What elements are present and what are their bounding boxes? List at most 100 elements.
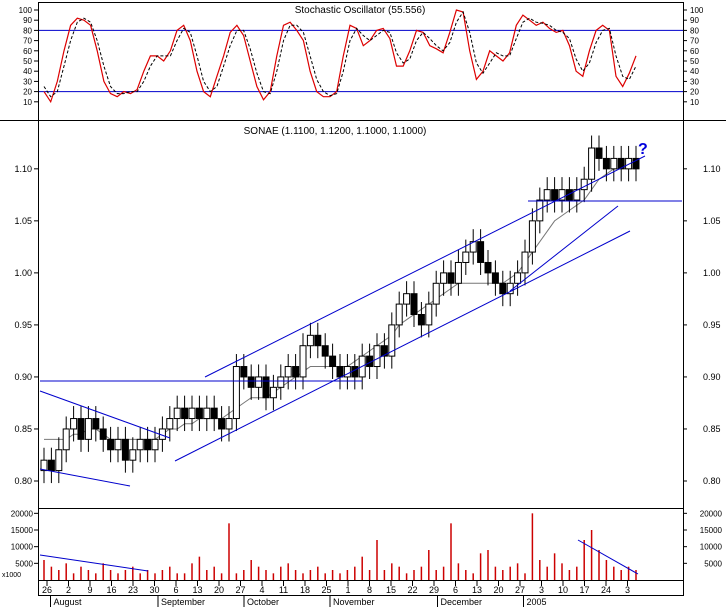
candle-body bbox=[99, 428, 107, 440]
price-ytick-right: 0.90 bbox=[703, 372, 721, 382]
candle-body bbox=[610, 157, 618, 170]
x-day-tick: 13 bbox=[192, 585, 202, 595]
channel-upper-line bbox=[204, 155, 646, 378]
stochastic-panel: Stochastic Oscillator (55.556) 100908070… bbox=[19, 5, 704, 107]
price-ytick-right: 1.05 bbox=[703, 216, 721, 226]
candle-body bbox=[92, 418, 100, 430]
candle-body bbox=[114, 438, 122, 451]
volume-ytick-left: 15000 bbox=[11, 526, 34, 535]
chart-frame bbox=[0, 2, 726, 596]
candle-body bbox=[632, 157, 640, 170]
candle-body bbox=[388, 324, 396, 357]
candle-body bbox=[40, 459, 48, 472]
candle-body bbox=[602, 157, 610, 170]
x-day-tick: 6 bbox=[453, 585, 458, 595]
price-ytick-right: 1.10 bbox=[703, 164, 721, 174]
candle-body bbox=[343, 366, 351, 378]
volume-unit-label: x1000 bbox=[2, 572, 21, 579]
x-day-tick: 20 bbox=[214, 585, 224, 595]
stoch-k-line bbox=[43, 9, 637, 104]
volume-ytick-left: 10000 bbox=[11, 543, 34, 552]
candle-body bbox=[210, 407, 218, 420]
x-month-label: 2005 bbox=[527, 597, 547, 607]
candle-body bbox=[373, 345, 381, 368]
x-month-label: October bbox=[247, 597, 279, 607]
volume-ytick-right: 5000 bbox=[704, 559, 722, 568]
candle-body bbox=[514, 272, 522, 284]
stoch-ytick-right: 100 bbox=[690, 6, 704, 15]
candle-body bbox=[129, 449, 137, 461]
candle-body bbox=[77, 418, 85, 440]
candle-body bbox=[595, 147, 603, 159]
x-day-tick: 23 bbox=[128, 585, 138, 595]
candle-body bbox=[336, 366, 344, 378]
candle-body bbox=[240, 366, 248, 378]
x-axis: 26 2 9 16 23 30 6 13 20 27 4 11 18 25 1 8 15 22 29 6 13 20 27 3… bbox=[42, 581, 630, 607]
candle-body bbox=[432, 282, 440, 305]
x-month-label: November bbox=[333, 597, 375, 607]
candle-body bbox=[395, 303, 403, 326]
candle-body bbox=[299, 345, 307, 378]
price-ytick-left: 0.95 bbox=[14, 320, 32, 330]
volume-ytick-right: 10000 bbox=[700, 543, 723, 552]
x-day-tick: 2 bbox=[66, 585, 71, 595]
candle-body bbox=[47, 459, 55, 472]
candle-body bbox=[136, 438, 144, 451]
x-day-tick: 10 bbox=[558, 585, 568, 595]
question-mark-annotation: ? bbox=[638, 141, 648, 158]
candle-body bbox=[528, 220, 536, 253]
candle-body bbox=[410, 293, 418, 315]
stoch-ytick-right: 50 bbox=[690, 57, 699, 66]
volume-ytick-left: 20000 bbox=[11, 509, 34, 518]
x-day-tick: 20 bbox=[493, 585, 503, 595]
x-day-tick: 17 bbox=[579, 585, 589, 595]
price-title: SONAE (1.1100, 1.1200, 1.1000, 1.1000) bbox=[244, 126, 427, 137]
x-day-tick: 24 bbox=[601, 585, 611, 595]
stoch-ytick-right: 70 bbox=[690, 37, 699, 46]
stoch-ytick-left: 20 bbox=[23, 88, 32, 97]
candle-body bbox=[403, 293, 411, 305]
x-month-label: December bbox=[441, 597, 483, 607]
candle-body bbox=[62, 428, 70, 451]
price-panel: SONAE (1.1100, 1.1200, 1.1000, 1.1000) 1… bbox=[14, 126, 721, 487]
candle-body bbox=[491, 272, 499, 284]
candle-body bbox=[580, 178, 588, 191]
candle-body bbox=[166, 418, 174, 430]
price-ytick-left: 0.80 bbox=[14, 476, 32, 486]
stoch-ytick-left: 80 bbox=[23, 26, 32, 35]
candle-body bbox=[55, 449, 63, 472]
candle-body bbox=[203, 407, 211, 420]
candle-body bbox=[306, 334, 314, 347]
candle-body bbox=[262, 376, 270, 399]
x-month-label: August bbox=[54, 597, 83, 607]
candle-body bbox=[469, 241, 477, 253]
x-month-label: September bbox=[161, 597, 205, 607]
x-day-tick: 15 bbox=[386, 585, 396, 595]
x-day-tick: 27 bbox=[235, 585, 245, 595]
candle-body bbox=[425, 303, 433, 326]
stochastic-title: Stochastic Oscillator (55.556) bbox=[295, 5, 426, 16]
x-day-tick: 1 bbox=[345, 585, 350, 595]
price-ytick-right: 0.85 bbox=[703, 424, 721, 434]
price-ytick-right: 0.80 bbox=[703, 476, 721, 486]
stoch-ytick-left: 30 bbox=[23, 77, 32, 86]
candle-body bbox=[284, 366, 292, 378]
stoch-ytick-left: 10 bbox=[23, 98, 32, 107]
x-day-tick: 9 bbox=[87, 585, 92, 595]
stoch-ytick-left: 40 bbox=[23, 67, 32, 76]
candle-body bbox=[625, 157, 633, 170]
stoch-d-line bbox=[43, 10, 637, 98]
x-day-tick: 26 bbox=[42, 585, 52, 595]
x-day-tick: 8 bbox=[367, 585, 372, 595]
volume-ytick-right: 20000 bbox=[700, 509, 723, 518]
trendline-august-support bbox=[39, 468, 131, 487]
candle-body bbox=[255, 376, 263, 388]
candle-body bbox=[617, 157, 625, 170]
candle-body bbox=[121, 438, 129, 461]
stoch-ytick-right: 80 bbox=[690, 26, 699, 35]
x-day-tick: 3 bbox=[539, 585, 544, 595]
x-day-tick: 3 bbox=[625, 585, 630, 595]
stoch-ytick-right: 10 bbox=[690, 98, 699, 107]
stoch-ytick-right: 30 bbox=[690, 77, 699, 86]
